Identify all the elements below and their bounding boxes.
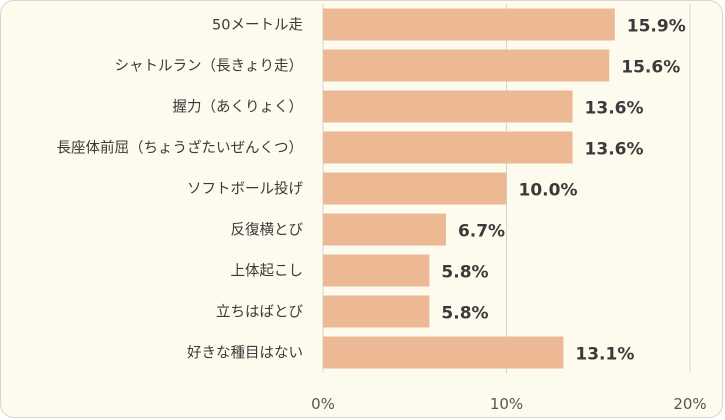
bar-layer: [323, 8, 615, 369]
bar: [323, 90, 573, 123]
x-tick-label: 10%: [490, 395, 523, 413]
x-tick-label: 0%: [311, 395, 335, 413]
data-label: 6.7%: [458, 222, 505, 242]
category-label: 立ちはばとび: [216, 304, 303, 321]
bar: [323, 172, 507, 205]
data-label: 15.6%: [621, 58, 680, 78]
bar: [323, 131, 573, 164]
category-label: 長座体前屈（ちょうざたいぜんくつ）: [57, 139, 304, 157]
bar: [323, 49, 610, 82]
bar: [323, 295, 430, 328]
data-label: 15.9%: [627, 17, 686, 37]
x-tick-label: 20%: [673, 395, 706, 413]
x-axis-ticks: 0% 10% 20%: [311, 395, 707, 413]
category-label: シャトルラン（長きょり走）: [115, 58, 304, 75]
category-label: ソフトボール投げ: [187, 181, 303, 198]
bar: [323, 254, 430, 287]
data-label: 13.1%: [575, 345, 634, 365]
value-labels: 15.9% 15.6% 13.6% 13.6% 10.0% 6.7% 5.8% 5.8% 13.…: [441, 17, 685, 365]
bar: [323, 336, 564, 369]
data-label: 5.8%: [441, 263, 488, 283]
bar: [323, 8, 615, 41]
category-label: 握力（あくりょく）: [173, 99, 304, 116]
data-label: 10.0%: [519, 181, 578, 201]
bar: [323, 213, 446, 246]
data-label: 13.6%: [585, 99, 644, 119]
category-label: 50メートル走: [212, 17, 303, 34]
data-label: 5.8%: [441, 304, 488, 324]
category-label: 上体起こし: [231, 263, 304, 280]
category-label: 反復横とび: [231, 222, 304, 239]
data-label: 13.6%: [585, 140, 644, 160]
category-label: 好きな種目はない: [187, 345, 303, 362]
